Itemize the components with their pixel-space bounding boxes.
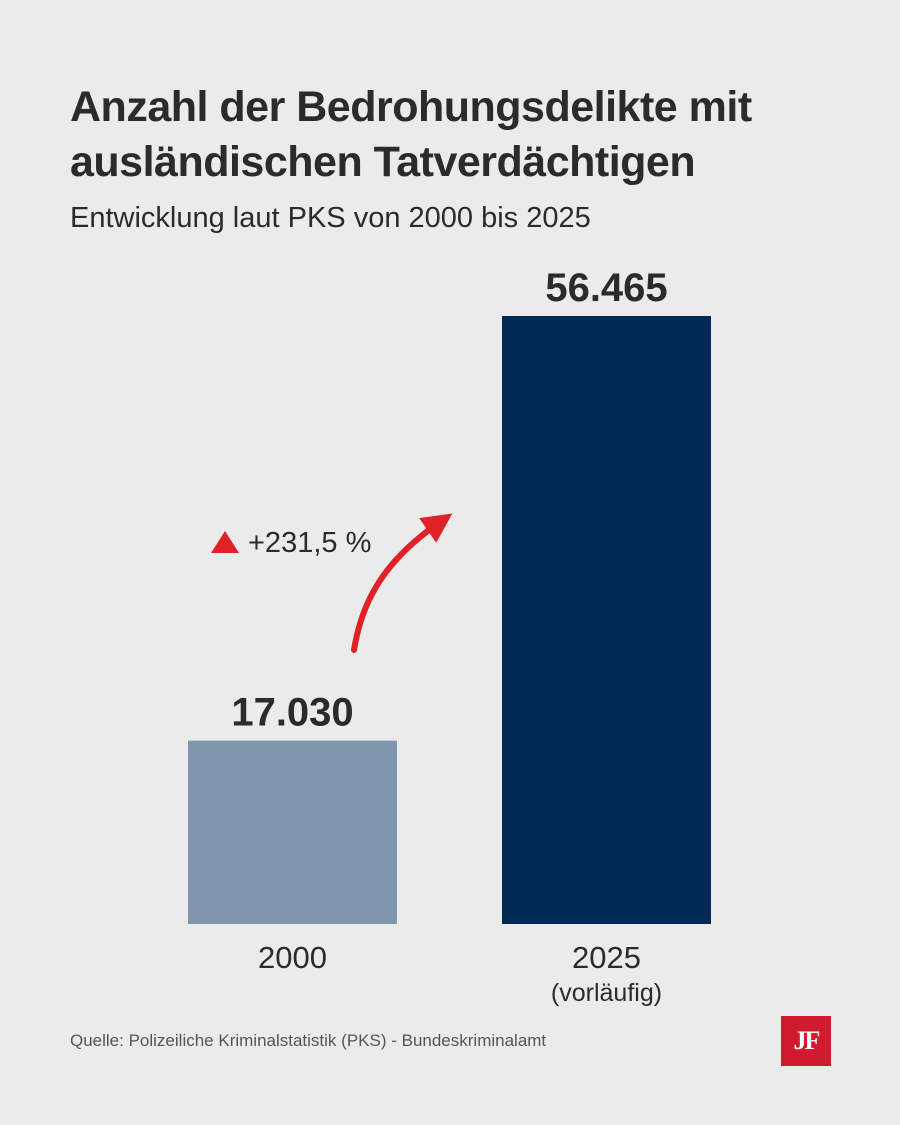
bars-group: 17.030 2000 56.465 2025 (vorläufig) bbox=[188, 266, 711, 1007]
category-label-2000: 2000 bbox=[258, 940, 327, 975]
chart-subtitle: Entwicklung laut PKS von 2000 bis 2025 bbox=[70, 202, 591, 234]
curved-red-arrow-icon bbox=[351, 513, 453, 653]
change-percent-label: +231,5 % bbox=[248, 527, 371, 559]
jf-logo: JF bbox=[781, 1016, 831, 1066]
chart-title: Anzahl der Bedrohungsdelikte mit ausländ… bbox=[70, 80, 870, 190]
chart-title-line-1: Anzahl der Bedrohungsdelikte mit bbox=[70, 83, 752, 131]
value-label-2025: 56.465 bbox=[545, 266, 667, 310]
change-annotation: +231,5 % bbox=[211, 513, 453, 653]
source-note: Quelle: Polizeiliche Kriminalstatistik (… bbox=[70, 1031, 547, 1050]
bar-2000 bbox=[188, 740, 397, 924]
red-up-triangle-icon bbox=[211, 531, 239, 553]
category-sublabel-2025: (vorläufig) bbox=[551, 979, 662, 1007]
bar-2025 bbox=[502, 316, 711, 924]
category-label-2025: 2025 bbox=[572, 940, 641, 975]
value-label-2000: 17.030 bbox=[231, 691, 353, 735]
chart-title-line-2: ausländischen Tatverdächtigen bbox=[70, 138, 696, 186]
